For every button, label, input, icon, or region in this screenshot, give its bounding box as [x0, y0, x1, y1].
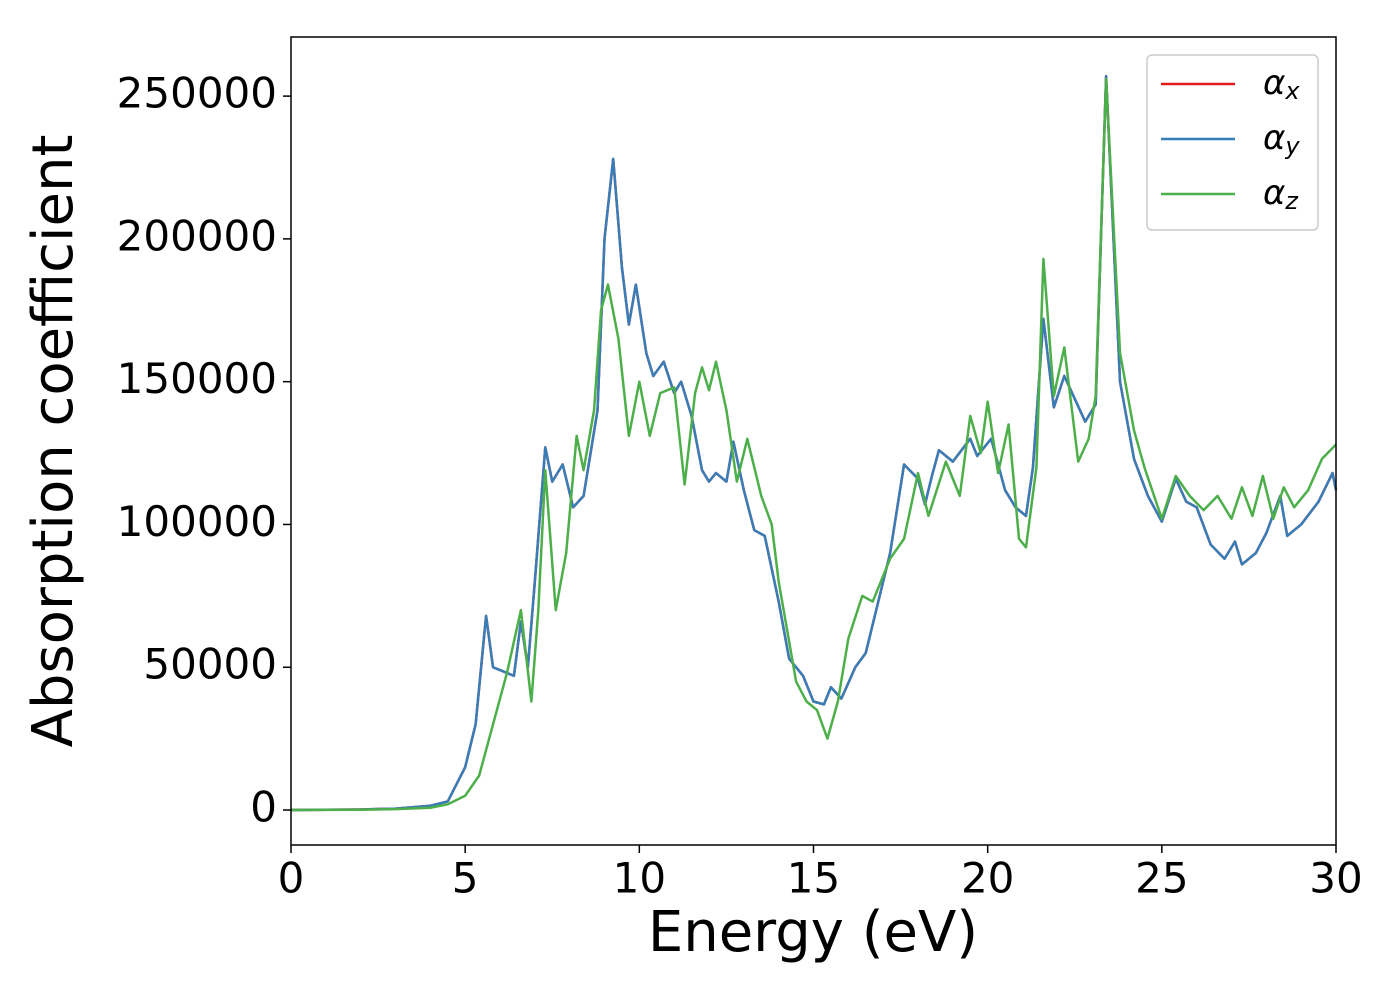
x-tick-label: 20: [961, 854, 1014, 903]
x-tick-label: 0: [278, 854, 305, 903]
x-tick-label: 5: [452, 854, 479, 903]
x-tick-label: 30: [1309, 854, 1362, 903]
series-line: [290, 77, 1337, 812]
legend-label: αx: [1263, 63, 1300, 106]
legend-label: αy: [1263, 118, 1300, 161]
x-tick-label: 15: [787, 854, 840, 903]
legend-box: [1146, 54, 1319, 231]
y-tick-label: 200000: [117, 211, 277, 260]
y-tick-label: 150000: [117, 354, 277, 403]
y-tick-label: 100000: [117, 497, 277, 546]
y-tick-label: 250000: [117, 69, 277, 118]
x-tick-label: 25: [1135, 854, 1188, 903]
x-tick-label: 10: [613, 854, 666, 903]
y-tick-label: 0: [250, 783, 277, 832]
y-tick-label: 50000: [143, 640, 277, 689]
x-axis-label: Energy (eV): [648, 900, 978, 965]
y-axis-label: Absorption coefficient: [21, 135, 86, 748]
plot-frame: [290, 36, 1337, 846]
legend-label: αz: [1263, 173, 1299, 216]
